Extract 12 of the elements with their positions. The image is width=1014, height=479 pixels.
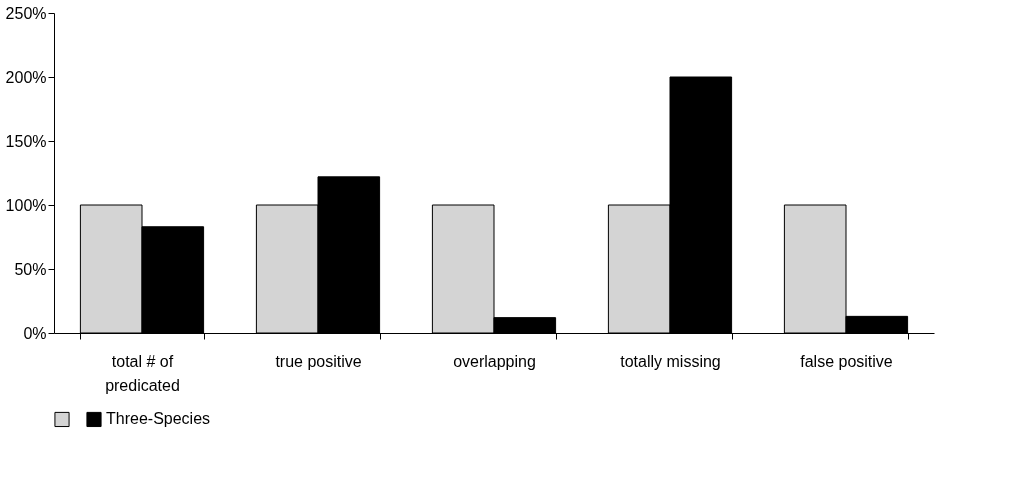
x-tick-label: totally missing <box>620 352 721 370</box>
y-tick-label: 50% <box>14 260 47 278</box>
y-tick-label: 150% <box>5 132 47 150</box>
y-tick-label: 250% <box>5 4 47 22</box>
x-tick-label: false positive <box>800 352 893 370</box>
x-tick-label: true positive <box>275 352 362 370</box>
y-tick-label: 100% <box>5 196 47 214</box>
x-tick-label: total # of predicated <box>105 352 180 394</box>
x-tick-label: overlapping <box>453 352 536 370</box>
y-tick-label: 0% <box>23 324 47 342</box>
y-tick-label: 200% <box>5 68 47 86</box>
legend-label: Three-Species <box>106 410 211 428</box>
